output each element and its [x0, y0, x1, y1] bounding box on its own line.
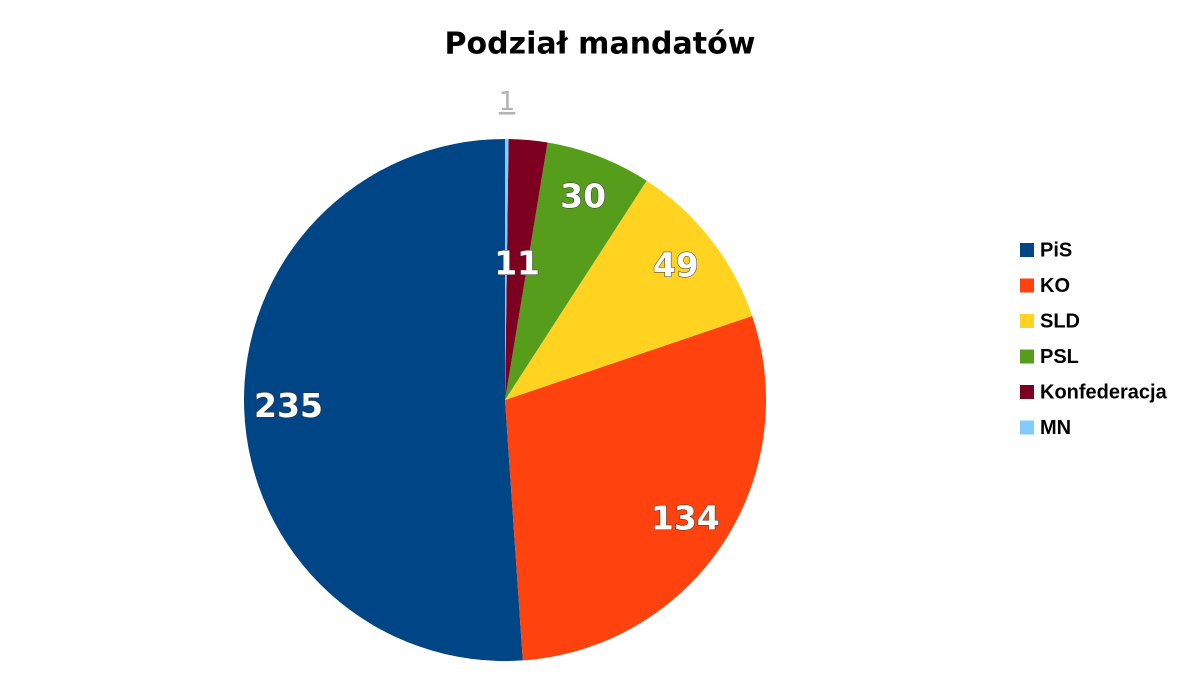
- legend-swatch: [1020, 385, 1034, 399]
- data-label: 134: [651, 499, 720, 538]
- data-label: 49: [653, 245, 699, 284]
- data-label: 235: [254, 386, 323, 425]
- legend-label: SLD: [1040, 310, 1080, 332]
- legend-swatch: [1020, 420, 1034, 435]
- pie-slice: [505, 180, 753, 400]
- data-label: 30: [560, 176, 606, 215]
- legend-swatch: [1020, 243, 1034, 257]
- pie-slice: [505, 142, 647, 400]
- data-label: 11: [494, 243, 540, 282]
- legend-swatch: [1020, 314, 1034, 328]
- chart-title: Podział mandatów: [445, 27, 756, 62]
- pie-slice: [505, 315, 766, 661]
- legend-label: KO: [1040, 275, 1070, 297]
- legend-label: MN: [1040, 417, 1071, 439]
- legend-swatch: [1020, 349, 1034, 364]
- pie-slice: [244, 139, 523, 661]
- legend-swatch: [1020, 278, 1034, 293]
- legend-label: Konfederacja: [1040, 381, 1168, 403]
- legend-label: PiS: [1040, 239, 1072, 261]
- pie-slice: [505, 139, 548, 400]
- pie-slice: [505, 139, 509, 400]
- data-label: 1: [499, 87, 516, 117]
- legend-label: PSL: [1040, 346, 1079, 368]
